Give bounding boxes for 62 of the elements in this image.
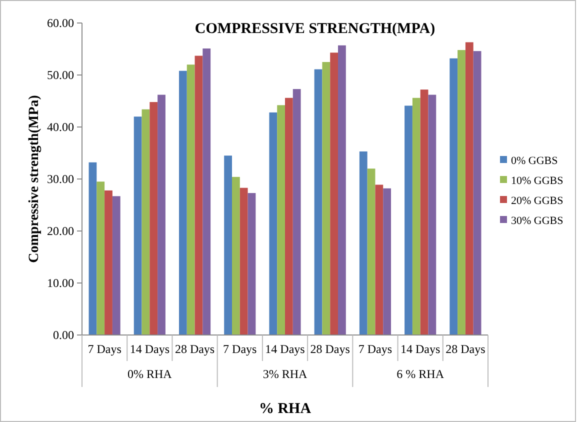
bar: [202, 48, 211, 335]
legend-label: 20% GGBS: [511, 194, 564, 207]
bar: [338, 45, 346, 335]
bar: [359, 151, 368, 335]
y-tick-label: 40.00: [47, 120, 74, 134]
bar: [292, 89, 301, 335]
bar: [375, 184, 384, 335]
bar: [450, 58, 458, 335]
y-tick-label: 10.00: [47, 276, 74, 290]
y-tick-label: 0.00: [53, 328, 74, 342]
bar: [232, 176, 240, 335]
bar: [285, 98, 293, 335]
bar: [104, 190, 112, 335]
legend-label: 30% GGBS: [511, 214, 564, 227]
x-axis-title: % RHA: [258, 401, 312, 417]
bar: [150, 102, 158, 335]
x-tick-label: 14 Days: [130, 342, 170, 356]
bar: [240, 188, 248, 335]
bar: [367, 168, 376, 335]
bar: [112, 196, 120, 335]
x-tick-label: 14 Days: [265, 342, 306, 356]
bar: [420, 90, 428, 335]
text: 3% RHA: [262, 367, 308, 381]
bar: [269, 112, 278, 335]
bar: [178, 70, 187, 335]
bar: [428, 94, 436, 335]
bar: [458, 50, 466, 335]
bar: [224, 156, 232, 335]
bar: [383, 188, 392, 335]
bar: [248, 193, 256, 335]
x-tick-label: 28 Days: [174, 342, 215, 356]
bar: [142, 109, 150, 335]
bar: [465, 42, 474, 335]
y-axis-title: Compressive strength(MPa): [27, 94, 42, 263]
chart-title: COMPRESSIVE STRENGTH(MPA): [194, 21, 436, 37]
x-tick-label: 7 Days: [223, 342, 258, 356]
bar: [404, 106, 412, 335]
x-tick-label: 7 Days: [88, 342, 122, 356]
legend-label: 10% GGBS: [511, 174, 564, 187]
x-tick-label: 28 Days: [310, 342, 350, 356]
text: 6 % RHA: [396, 367, 444, 381]
bar: [194, 56, 203, 335]
bar: [412, 98, 420, 335]
bar: [158, 94, 166, 335]
bar: [314, 69, 322, 335]
x-tick-label: 14 Days: [400, 342, 440, 356]
y-tick-label: 20.00: [47, 224, 74, 238]
y-tick-label: 60.00: [47, 16, 74, 30]
bar: [277, 105, 285, 335]
bar: [96, 182, 105, 335]
bar: [186, 64, 195, 335]
bar: [330, 52, 338, 335]
x-tick-label: 28 Days: [446, 342, 486, 356]
legend-label: 0% GGBS: [511, 154, 558, 167]
bar: [134, 116, 142, 335]
y-tick-label: 30.00: [47, 172, 74, 186]
bar: [473, 51, 482, 335]
bar: [322, 62, 330, 335]
text: 0% RHA: [127, 367, 172, 381]
x-tick-label: 7 Days: [358, 342, 392, 356]
bar: [88, 162, 97, 335]
y-tick-label: 50.00: [47, 68, 74, 82]
